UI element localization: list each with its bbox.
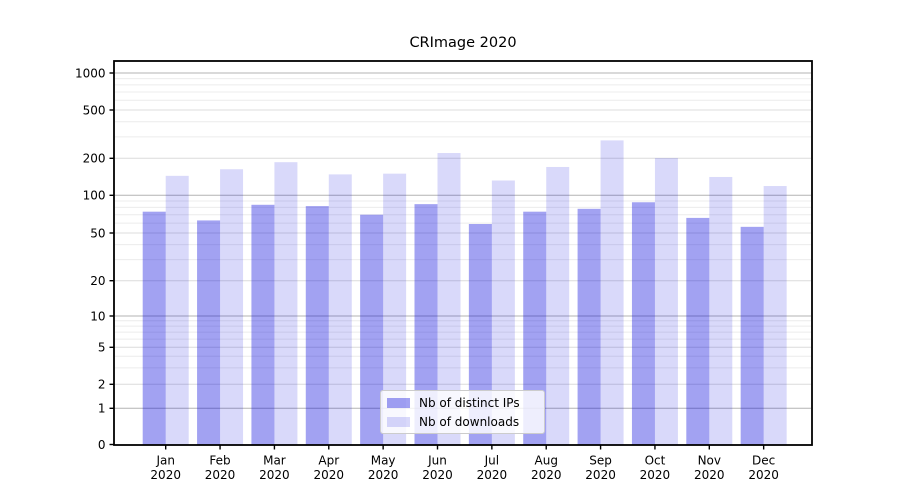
bar-downloads-jan xyxy=(165,175,189,445)
y-tick-label-1000: 1000 xyxy=(75,66,106,80)
x-tick-label-month-feb: Feb xyxy=(209,454,230,468)
bar-downloads-aug xyxy=(546,166,570,445)
x-tick-label-month-jun: Jun xyxy=(427,454,447,468)
legend-swatch-distinct-ips xyxy=(387,397,410,408)
x-tick-label-month-mar: Mar xyxy=(263,454,286,468)
bar-distinct-ips-oct xyxy=(631,202,655,445)
bar-downloads-jul xyxy=(491,180,515,445)
y-tick-label-10: 10 xyxy=(90,309,105,323)
legend: Nb of distinct IPs Nb of downloads xyxy=(380,390,545,434)
bar-distinct-ips-nov xyxy=(686,217,710,445)
legend-label-downloads: Nb of downloads xyxy=(419,414,520,429)
bar-downloads-apr xyxy=(328,174,352,445)
bar-distinct-ips-aug xyxy=(523,211,547,445)
bar-downloads-sep xyxy=(600,140,624,445)
x-tick-label-year-mar: 2020 xyxy=(259,468,290,482)
x-tick-label-month-jul: Jul xyxy=(484,454,499,468)
chart-title: CRImage 2020 xyxy=(409,35,517,51)
y-tick-label-5: 5 xyxy=(98,341,106,355)
x-tick-label-year-may: 2020 xyxy=(368,468,399,482)
x-tick-label-year-nov: 2020 xyxy=(694,468,725,482)
bar-downloads-nov xyxy=(709,176,733,445)
x-tick-label-year-dec: 2020 xyxy=(748,468,779,482)
legend-swatch-downloads xyxy=(387,416,410,427)
bar-downloads-mar xyxy=(274,162,298,445)
bar-distinct-ips-apr xyxy=(305,206,329,445)
legend-row-downloads: Nb of downloads xyxy=(381,414,544,430)
bar-downloads-dec xyxy=(763,186,787,446)
x-tick-label-month-sep: Sep xyxy=(589,454,612,468)
y-tick-label-100: 100 xyxy=(83,189,106,203)
bar-downloads-oct xyxy=(654,158,678,445)
y-tick-label-50: 50 xyxy=(90,226,105,240)
x-tick-label-month-dec: Dec xyxy=(752,454,775,468)
bar-downloads-feb xyxy=(220,169,244,446)
bar-downloads-may xyxy=(383,173,407,446)
bar-distinct-ips-feb xyxy=(197,220,221,445)
y-tick-label-20: 20 xyxy=(90,274,105,288)
x-tick-label-month-nov: Nov xyxy=(698,454,721,468)
bar-distinct-ips-sep xyxy=(577,208,601,445)
bar-distinct-ips-mar xyxy=(251,204,275,445)
bar-distinct-ips-may xyxy=(360,214,384,445)
x-tick-label-month-may: May xyxy=(371,454,396,468)
x-tick-label-year-feb: 2020 xyxy=(205,468,236,482)
x-tick-label-year-sep: 2020 xyxy=(585,468,616,482)
bar-distinct-ips-jun xyxy=(414,204,438,445)
bar-distinct-ips-jan xyxy=(142,211,166,445)
x-tick-label-year-aug: 2020 xyxy=(531,468,562,482)
x-tick-label-month-oct: Oct xyxy=(645,454,666,468)
bar-distinct-ips-jul xyxy=(468,223,492,445)
x-tick-label-year-oct: 2020 xyxy=(640,468,671,482)
plot-border xyxy=(113,60,813,446)
bar-downloads-jun xyxy=(437,153,461,445)
x-tick-label-year-jun: 2020 xyxy=(422,468,453,482)
x-tick-label-year-jul: 2020 xyxy=(477,468,508,482)
x-tick-label-year-apr: 2020 xyxy=(314,468,345,482)
y-tick-label-200: 200 xyxy=(83,152,106,166)
x-tick-label-month-jan: Jan xyxy=(155,454,175,468)
x-tick-label-month-apr: Apr xyxy=(318,454,339,468)
y-tick-label-1: 1 xyxy=(98,402,106,416)
x-tick-label-year-jan: 2020 xyxy=(150,468,181,482)
legend-label-distinct-ips: Nb of distinct IPs xyxy=(419,395,520,410)
y-tick-label-500: 500 xyxy=(83,103,106,117)
y-tick-label-0: 0 xyxy=(98,438,106,452)
legend-row-distinct-ips: Nb of distinct IPs xyxy=(381,395,544,411)
x-tick-label-month-aug: Aug xyxy=(535,454,558,468)
y-tick-label-2: 2 xyxy=(98,378,106,392)
bar-distinct-ips-dec xyxy=(740,226,764,445)
